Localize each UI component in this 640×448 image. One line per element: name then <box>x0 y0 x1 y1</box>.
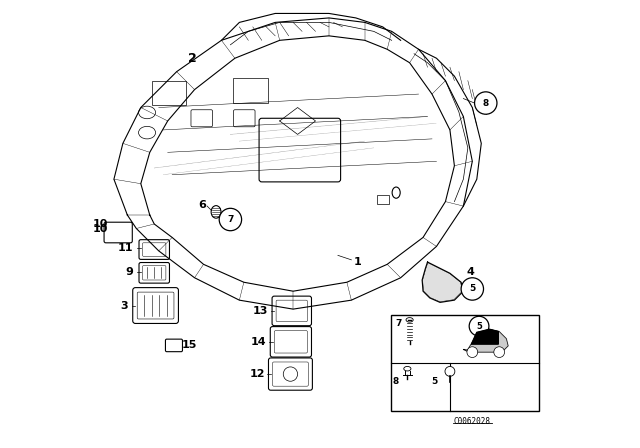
Text: 4: 4 <box>466 267 474 277</box>
Text: 7: 7 <box>227 215 234 224</box>
Text: 10: 10 <box>93 224 109 234</box>
Circle shape <box>220 208 242 231</box>
Bar <box>152 81 186 105</box>
Text: 13: 13 <box>253 306 269 316</box>
Text: 7: 7 <box>396 319 402 328</box>
Circle shape <box>467 347 477 358</box>
Circle shape <box>494 347 504 358</box>
Bar <box>233 78 269 103</box>
Text: 1: 1 <box>353 257 362 267</box>
Circle shape <box>461 278 484 300</box>
Polygon shape <box>472 329 499 344</box>
Text: 11: 11 <box>118 243 133 253</box>
Text: 5: 5 <box>431 377 437 386</box>
Text: 12: 12 <box>250 369 265 379</box>
Bar <box>378 195 388 204</box>
Text: 5: 5 <box>476 322 482 331</box>
Circle shape <box>469 316 489 336</box>
Text: 10: 10 <box>93 219 109 229</box>
Text: 2: 2 <box>188 52 196 65</box>
Ellipse shape <box>406 318 413 322</box>
Text: 8: 8 <box>483 99 489 108</box>
Polygon shape <box>422 262 463 302</box>
Text: 8: 8 <box>392 377 398 386</box>
Text: 5: 5 <box>469 284 476 293</box>
Polygon shape <box>463 329 508 352</box>
Text: 15: 15 <box>182 340 197 350</box>
Ellipse shape <box>404 366 411 371</box>
Text: 6: 6 <box>198 200 206 210</box>
Text: 14: 14 <box>251 337 267 347</box>
Text: 9: 9 <box>125 267 133 277</box>
Text: C0062028: C0062028 <box>454 417 491 426</box>
Text: 3: 3 <box>120 301 128 311</box>
Bar <box>391 315 539 411</box>
Ellipse shape <box>445 366 455 376</box>
Circle shape <box>475 92 497 114</box>
